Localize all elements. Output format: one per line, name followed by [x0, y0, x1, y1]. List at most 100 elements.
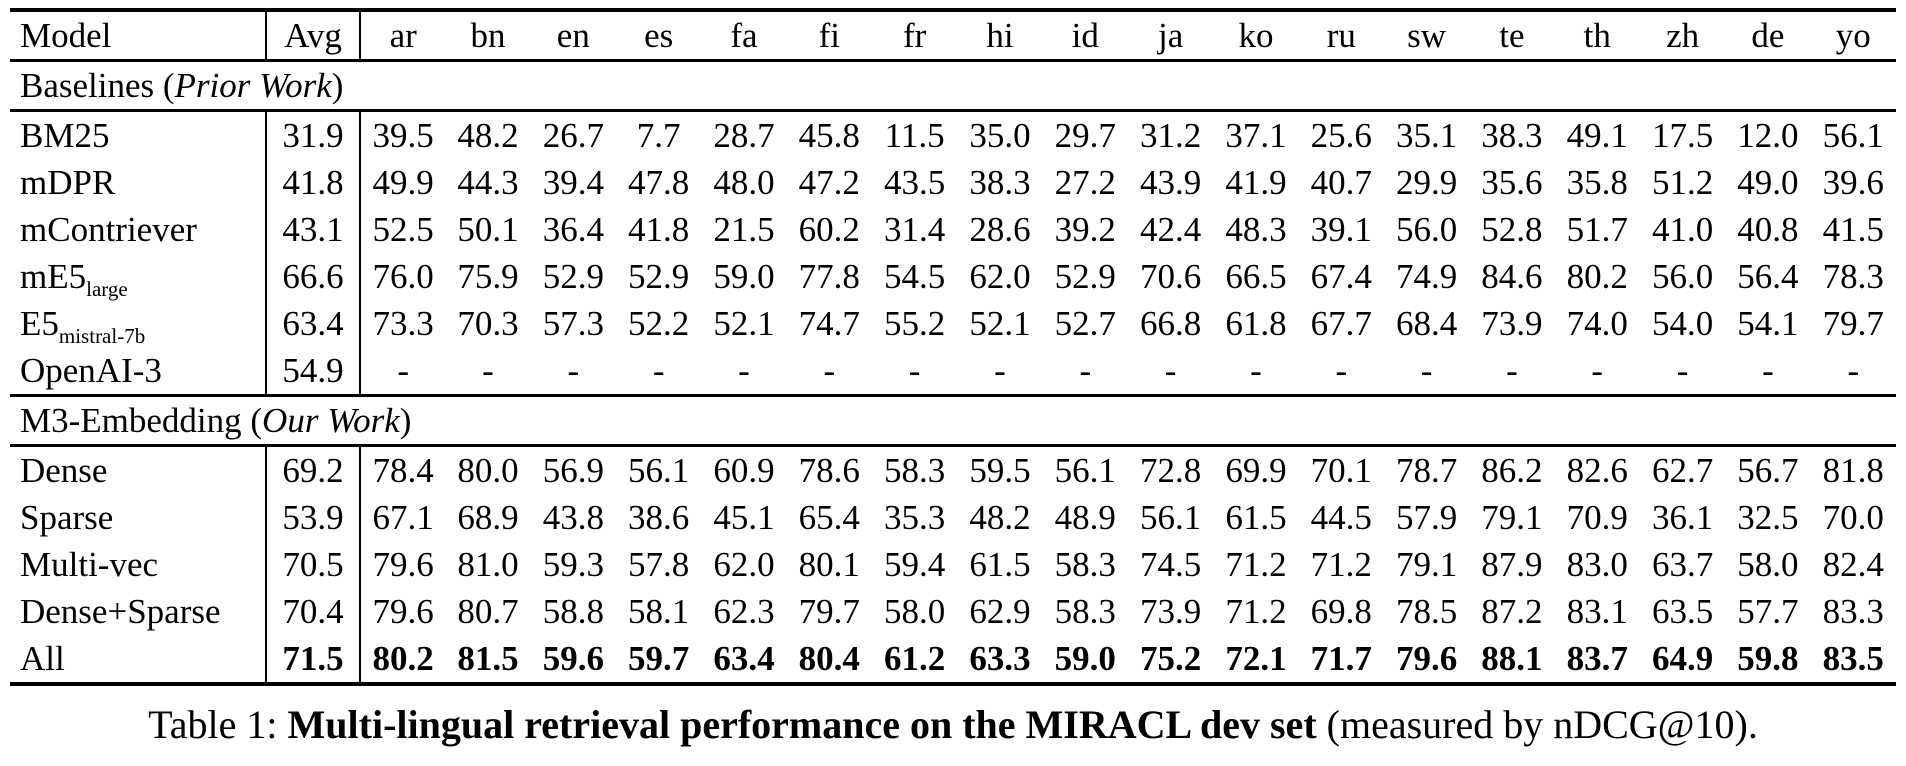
column-header-zh: zh: [1639, 10, 1726, 62]
section-header-label: M3-Embedding (Our Work): [10, 394, 1896, 447]
value-cell-de: 59.8: [1737, 639, 1799, 678]
value-cell-sw: 79.6: [1395, 639, 1458, 678]
value-cell-fi: 74.7: [798, 304, 860, 343]
column-header-ar: ar: [360, 10, 446, 62]
value-cell-yo: 83.3: [1822, 592, 1884, 631]
value-cell-te: 52.8: [1481, 210, 1543, 249]
table-row: Sparse 53.9 67.1 68.9 43.8 38.6 45.1 65.4 35.3 48…: [10, 494, 1896, 541]
column-header-sw: sw: [1383, 10, 1470, 62]
column-header-en: en: [530, 10, 616, 62]
value-cell-es: 52.2: [628, 304, 690, 343]
value-cell-te: 88.1: [1481, 639, 1543, 678]
results-table: Model Avg ar bn en es fa fi fr hi id ja ko ru sw te th zh…: [10, 8, 1896, 686]
model-name-cell: All: [10, 635, 267, 684]
value-cell-fi: -: [823, 351, 836, 390]
value-cell-fi: 65.4: [798, 498, 860, 537]
value-cell-ko: 66.5: [1225, 257, 1287, 296]
column-header-ru: ru: [1298, 10, 1384, 62]
value-cell-ja: 56.1: [1139, 498, 1202, 537]
model-name-cell: E5mistral-7b: [10, 300, 267, 347]
value-cell-th: 83.0: [1566, 545, 1628, 584]
model-name-cell: mE5large: [10, 253, 267, 300]
table-caption: Table 1: Multi-lingual retrieval perform…: [10, 702, 1896, 748]
value-cell-es: 41.8: [628, 210, 690, 249]
value-cell-bn: 75.9: [457, 257, 519, 296]
value-cell-ko: 71.2: [1225, 545, 1287, 584]
value-cell-ko: 48.3: [1225, 210, 1287, 249]
table-row: mE5large 66.6 76.0 75.9 52.9 52.9 59.0 77.8 54.5…: [10, 253, 1896, 300]
value-cell-zh: 62.7: [1651, 451, 1714, 490]
value-cell-hi: 38.3: [969, 163, 1031, 202]
value-cell-yo: 41.5: [1822, 210, 1884, 249]
value-cell-ja: 66.8: [1139, 304, 1202, 343]
value-cell-fi: 78.6: [798, 451, 860, 490]
value-cell-en: 58.8: [542, 592, 604, 631]
value-cell-bn: -: [482, 351, 494, 390]
column-header-yo: yo: [1810, 10, 1896, 62]
value-cell-es: 58.1: [628, 592, 690, 631]
value-cell-fa: 21.5: [713, 210, 775, 249]
value-cell-bn: 70.3: [457, 304, 519, 343]
avg-value-cell: 71.5: [266, 635, 361, 684]
value-cell-fa: 52.1: [713, 304, 775, 343]
value-cell-en: 52.9: [542, 257, 604, 296]
value-cell-ar: 79.6: [372, 592, 434, 631]
value-cell-ar: 79.6: [372, 545, 434, 584]
value-cell-en: 59.6: [542, 639, 604, 678]
value-cell-th: 80.2: [1566, 257, 1628, 296]
value-cell-ja: 72.8: [1139, 451, 1202, 490]
value-cell-fr: 58.3: [884, 451, 946, 490]
value-cell-bn: 50.1: [457, 210, 519, 249]
value-cell-en: 36.4: [542, 210, 604, 249]
value-cell-te: 73.9: [1481, 304, 1543, 343]
results-table-body: Model Avg ar bn en es fa fi fr hi id ja ko ru sw te th zh…: [10, 10, 1896, 684]
value-cell-sw: 35.1: [1395, 116, 1458, 155]
column-header-ja: ja: [1127, 10, 1214, 62]
value-cell-de: 57.7: [1737, 592, 1799, 631]
value-cell-en: 56.9: [542, 451, 604, 490]
value-cell-ja: -: [1164, 351, 1177, 390]
value-cell-th: -: [1591, 351, 1604, 390]
value-cell-th: 51.7: [1566, 210, 1628, 249]
value-cell-fa: 63.4: [713, 639, 775, 678]
value-cell-fr: 54.5: [884, 257, 946, 296]
value-cell-ru: 67.4: [1310, 257, 1372, 296]
value-cell-te: -: [1506, 351, 1518, 390]
table-row: mDPR 41.8 49.9 44.3 39.4 47.8 48.0 47.2 43.5 38.3…: [10, 159, 1896, 206]
value-cell-id: 58.3: [1054, 592, 1116, 631]
value-cell-ru: -: [1335, 351, 1348, 390]
value-cell-zh: 63.7: [1651, 545, 1714, 584]
model-name-cell: Multi-vec: [10, 541, 267, 588]
value-cell-es: 38.6: [628, 498, 690, 537]
value-cell-zh: 64.9: [1651, 639, 1714, 678]
value-cell-zh: 41.0: [1651, 210, 1714, 249]
value-cell-zh: 63.5: [1651, 592, 1714, 631]
value-cell-fr: 59.4: [884, 545, 946, 584]
value-cell-yo: 56.1: [1822, 116, 1884, 155]
value-cell-hi: 28.6: [969, 210, 1031, 249]
value-cell-bn: 44.3: [457, 163, 519, 202]
value-cell-id: 59.0: [1054, 639, 1116, 678]
value-cell-en: -: [567, 351, 580, 390]
value-cell-yo: 82.4: [1822, 545, 1884, 584]
value-cell-hi: 62.0: [969, 257, 1031, 296]
value-cell-sw: 78.7: [1395, 451, 1458, 490]
value-cell-es: 57.8: [628, 545, 690, 584]
value-cell-sw: 29.9: [1395, 163, 1458, 202]
value-cell-ru: 71.2: [1310, 545, 1372, 584]
value-cell-zh: 36.1: [1651, 498, 1714, 537]
value-cell-fa: 62.3: [713, 592, 775, 631]
avg-value-cell: 41.8: [266, 159, 361, 206]
value-cell-ru: 67.7: [1310, 304, 1372, 343]
column-header-bn: bn: [445, 10, 531, 62]
value-cell-de: 40.8: [1737, 210, 1799, 249]
value-cell-ar: 78.4: [372, 451, 434, 490]
avg-value-cell: 66.6: [266, 253, 361, 300]
table-row: Dense 69.2 78.4 80.0 56.9 56.1 60.9 78.6 58.3 59.…: [10, 445, 1896, 494]
value-cell-ja: 42.4: [1139, 210, 1202, 249]
value-cell-yo: 81.8: [1822, 451, 1884, 490]
avg-value-cell: 54.9: [266, 347, 361, 396]
value-cell-fr: -: [908, 351, 921, 390]
value-cell-th: 82.6: [1566, 451, 1628, 490]
value-cell-te: 79.1: [1481, 498, 1543, 537]
